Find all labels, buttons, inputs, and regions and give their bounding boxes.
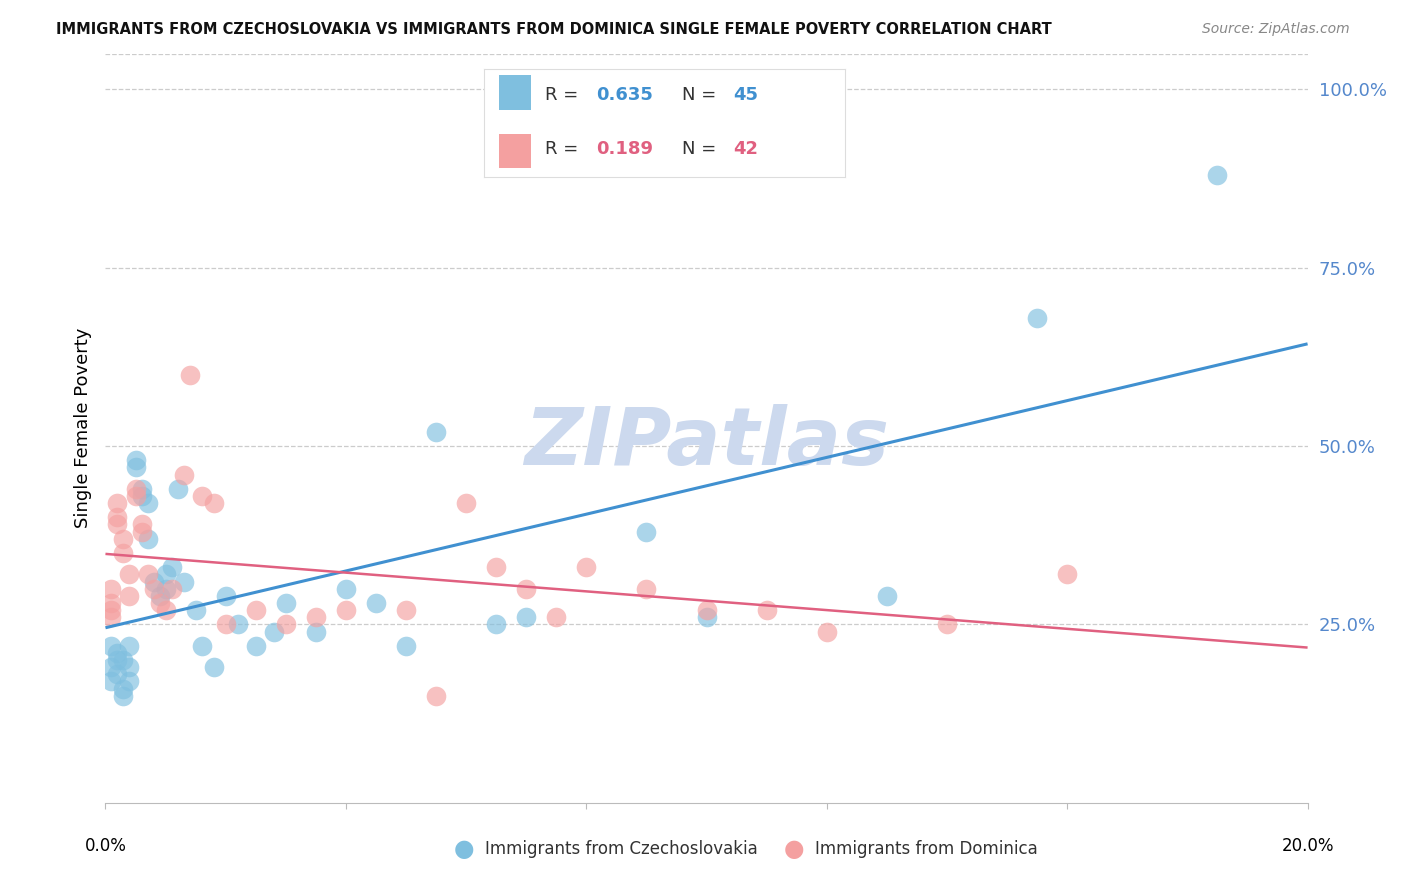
Point	[1206, 168, 1229, 182]
Point	[131, 524, 153, 539]
Point	[202, 496, 225, 510]
Point	[118, 660, 141, 674]
Point	[107, 646, 129, 660]
Point	[214, 589, 236, 603]
Point	[112, 532, 135, 546]
Point	[118, 589, 141, 603]
Point	[142, 574, 165, 589]
Point	[100, 603, 122, 617]
Point	[136, 567, 159, 582]
Y-axis label: Single Female Poverty: Single Female Poverty	[73, 328, 91, 528]
Point	[155, 603, 177, 617]
Text: Immigrants from Czechoslovakia: Immigrants from Czechoslovakia	[485, 840, 758, 858]
Point	[124, 453, 146, 467]
Point	[100, 674, 122, 689]
Point	[245, 603, 267, 617]
Point	[214, 617, 236, 632]
Point	[425, 425, 447, 439]
Point	[136, 532, 159, 546]
Point	[100, 610, 122, 624]
Point	[118, 639, 141, 653]
Point	[335, 582, 357, 596]
Point	[112, 681, 135, 696]
Point	[136, 496, 159, 510]
Point	[1026, 310, 1049, 325]
Text: ZIPatlas: ZIPatlas	[524, 404, 889, 483]
Point	[263, 624, 285, 639]
Point	[107, 496, 129, 510]
Point	[696, 610, 718, 624]
Point	[755, 603, 778, 617]
Point	[305, 610, 328, 624]
Point	[696, 603, 718, 617]
Point	[155, 567, 177, 582]
Point	[274, 617, 297, 632]
Text: Immigrants from Dominica: Immigrants from Dominica	[815, 840, 1038, 858]
Point	[202, 660, 225, 674]
Point	[190, 489, 212, 503]
Point	[305, 624, 328, 639]
Point	[190, 639, 212, 653]
Point	[166, 482, 188, 496]
Point	[112, 653, 135, 667]
Point	[876, 589, 898, 603]
Point	[184, 603, 207, 617]
Point	[107, 517, 129, 532]
Point	[131, 489, 153, 503]
Point	[155, 582, 177, 596]
Point	[100, 639, 122, 653]
Point	[100, 660, 122, 674]
Point	[112, 546, 135, 560]
Point	[100, 596, 122, 610]
Point	[395, 639, 418, 653]
Point	[425, 689, 447, 703]
Point	[485, 617, 508, 632]
Point	[335, 603, 357, 617]
Text: Source: ZipAtlas.com: Source: ZipAtlas.com	[1202, 22, 1350, 37]
Point	[107, 510, 129, 524]
Point	[107, 667, 129, 681]
Point	[515, 610, 537, 624]
Point	[148, 596, 170, 610]
Point	[815, 624, 838, 639]
Text: ●: ●	[785, 838, 804, 861]
Point	[124, 489, 146, 503]
Point	[395, 603, 418, 617]
Text: 20.0%: 20.0%	[1281, 837, 1334, 855]
Point	[173, 467, 195, 482]
Point	[226, 617, 249, 632]
Point	[112, 689, 135, 703]
Point	[131, 517, 153, 532]
Text: 0.0%: 0.0%	[84, 837, 127, 855]
Point	[100, 582, 122, 596]
Point	[364, 596, 387, 610]
Point	[245, 639, 267, 653]
Point	[124, 460, 146, 475]
Point	[546, 610, 568, 624]
Point	[118, 674, 141, 689]
Point	[124, 482, 146, 496]
Point	[485, 560, 508, 574]
Point	[454, 496, 477, 510]
Point	[636, 582, 658, 596]
Point	[160, 582, 183, 596]
Point	[118, 567, 141, 582]
Point	[107, 653, 129, 667]
Text: IMMIGRANTS FROM CZECHOSLOVAKIA VS IMMIGRANTS FROM DOMINICA SINGLE FEMALE POVERTY: IMMIGRANTS FROM CZECHOSLOVAKIA VS IMMIGR…	[56, 22, 1052, 37]
Point	[131, 482, 153, 496]
Point	[575, 560, 598, 574]
Point	[173, 574, 195, 589]
Point	[636, 524, 658, 539]
Point	[936, 617, 959, 632]
Point	[179, 368, 201, 382]
Point	[160, 560, 183, 574]
Point	[274, 596, 297, 610]
Point	[515, 582, 537, 596]
Point	[148, 589, 170, 603]
Text: ●: ●	[454, 838, 474, 861]
Point	[142, 582, 165, 596]
Point	[1056, 567, 1078, 582]
